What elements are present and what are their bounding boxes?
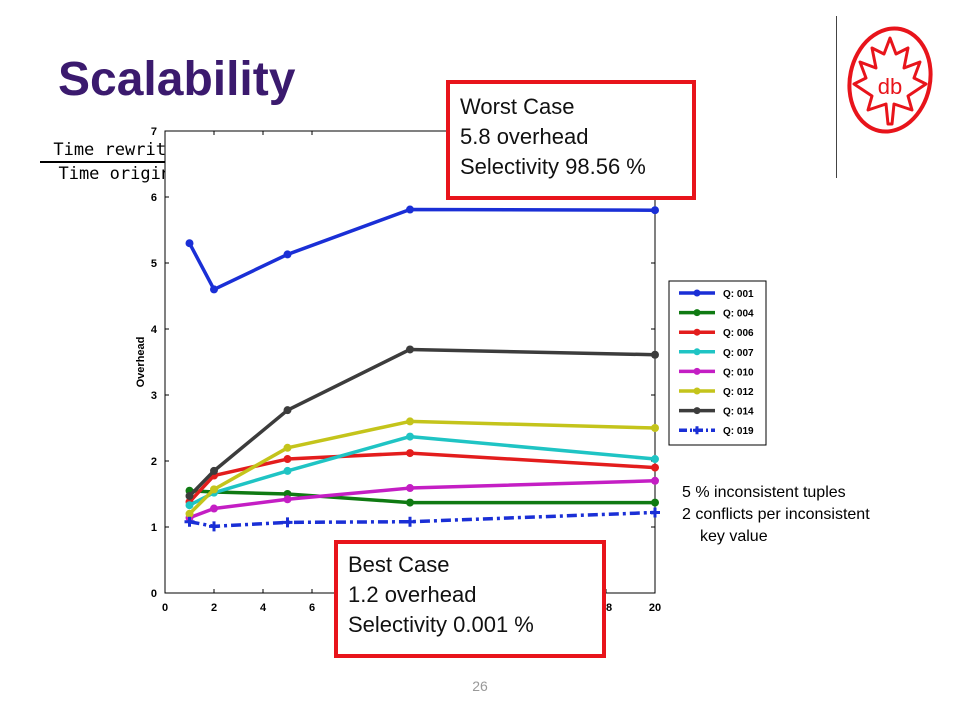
- overhead-fraction: Time rewriting Time original: [40, 140, 210, 184]
- y-axis-label: Overhead: [135, 337, 147, 388]
- y-tick-label: 5: [151, 258, 157, 270]
- legend-label: Q: 019: [723, 426, 754, 437]
- data-point: [283, 495, 292, 504]
- note-conflicts: 2 conflicts per inconsistent: [682, 506, 870, 523]
- y-tick-label: 3: [151, 390, 157, 402]
- worst-case-selectivity: Selectivity 98.56 %: [460, 154, 646, 179]
- data-point: [651, 463, 659, 472]
- legend-label: Q: 001: [723, 289, 754, 300]
- x-tick-label: 6: [309, 602, 315, 614]
- slide-title: Scalability: [58, 53, 296, 106]
- data-point: [283, 443, 292, 452]
- legend-marker: [693, 348, 701, 356]
- data-point: [210, 285, 218, 294]
- legend-label: Q: 006: [723, 328, 754, 339]
- legend-marker: [693, 426, 701, 435]
- fraction-numerator: Time rewriting: [40, 140, 210, 163]
- divider-line: [836, 16, 837, 178]
- legend-label: Q: 010: [723, 367, 754, 378]
- data-point: [283, 455, 292, 464]
- y-tick-label: 6: [151, 192, 157, 204]
- legend-marker: [693, 328, 701, 336]
- data-point: [283, 250, 292, 259]
- legend-label: Q: 004: [723, 309, 754, 320]
- note-inconsistent-tuples: 5 % inconsistent tuples: [682, 484, 846, 501]
- data-point: [405, 516, 415, 527]
- x-tick-label: 20: [649, 602, 661, 614]
- experiment-notes: 5 % inconsistent tuples 2 conflicts per …: [682, 482, 870, 548]
- best-case-callout: Best Case 1.2 overhead Selectivity 0.001…: [334, 540, 606, 658]
- y-tick-label: 1: [151, 522, 157, 534]
- data-point: [651, 206, 659, 215]
- x-tick-label: 4: [260, 602, 267, 614]
- data-point: [209, 521, 219, 532]
- data-point: [651, 350, 659, 359]
- data-point: [283, 406, 292, 415]
- worst-case-overhead: 5.8 overhead: [460, 124, 589, 149]
- note-key-value: key value: [700, 528, 768, 545]
- fraction-denominator: Time original: [58, 164, 192, 184]
- data-point: [406, 432, 414, 441]
- data-point: [210, 504, 218, 513]
- best-case-label: Best Case: [348, 552, 450, 577]
- logo-text: db: [878, 74, 902, 99]
- data-point: [282, 517, 293, 528]
- data-point: [406, 345, 414, 354]
- worst-case-label: Worst Case: [460, 94, 575, 119]
- data-point: [651, 498, 659, 507]
- data-point: [283, 466, 292, 475]
- data-point: [185, 491, 194, 500]
- data-point: [651, 455, 659, 464]
- y-tick-label: 4: [151, 324, 158, 336]
- legend-marker: [693, 367, 701, 375]
- data-point: [406, 498, 414, 507]
- y-tick-label: 0: [151, 588, 157, 600]
- worst-case-callout: Worst Case 5.8 overhead Selectivity 98.5…: [446, 80, 696, 200]
- y-tick-label: 7: [151, 126, 157, 138]
- data-point: [210, 485, 218, 494]
- data-point: [651, 424, 659, 432]
- legend: Q: 001 Q: 004 Q: 006 Q: 007 Q: 010 Q: 012 Q: 0…: [668, 280, 767, 446]
- data-point: [406, 417, 414, 426]
- data-point: [184, 516, 195, 527]
- maple-leaf-db-logo: db: [847, 26, 933, 134]
- legend-label: Q: 014: [723, 407, 754, 418]
- data-point: [185, 509, 194, 518]
- data-point: [406, 484, 414, 493]
- best-case-overhead: 1.2 overhead: [348, 582, 477, 607]
- data-point: [650, 507, 660, 518]
- x-tick-label: 0: [162, 602, 168, 614]
- data-point: [651, 476, 659, 485]
- data-point: [406, 449, 414, 458]
- x-tick-label: 2: [211, 602, 217, 614]
- legend-marker: [693, 289, 701, 297]
- legend-marker: [693, 387, 701, 395]
- data-point: [185, 239, 194, 248]
- legend-label: Q: 007: [723, 348, 754, 359]
- data-point: [406, 205, 414, 214]
- legend-box: [668, 280, 767, 446]
- legend-marker: [693, 407, 701, 415]
- y-tick-label: 2: [151, 456, 157, 468]
- page-number: 26: [472, 678, 488, 694]
- legend-marker: [693, 309, 701, 317]
- data-point: [210, 466, 218, 475]
- data-point: [185, 501, 194, 510]
- legend-label: Q: 012: [723, 387, 754, 398]
- best-case-selectivity: Selectivity 0.001 %: [348, 612, 534, 637]
